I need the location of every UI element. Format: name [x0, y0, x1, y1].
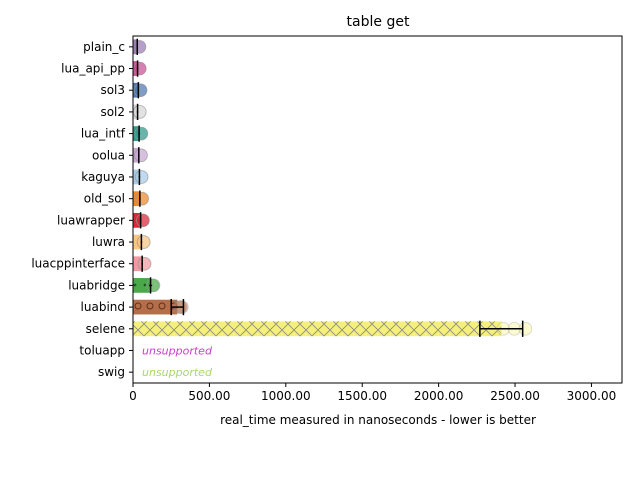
y-tick-label-kaguya: kaguya — [81, 170, 125, 184]
bar-lua-api-pp — [133, 61, 138, 76]
bar-kaguya — [133, 169, 140, 185]
bar-oolua — [133, 147, 139, 163]
y-tick-label-old-sol: old_sol — [84, 192, 125, 206]
y-tick-label-swig: swig — [98, 365, 125, 379]
sample-marker-oolua-2 — [134, 148, 148, 163]
y-tick-label-sol3: sol3 — [100, 83, 125, 97]
y-tick-label-lua-intf: lua_intf — [81, 127, 126, 141]
sample-marker-luwra-1 — [136, 235, 151, 249]
sample-marker-kaguya-0 — [134, 170, 149, 184]
sample-marker-luabridge-0 — [145, 278, 160, 293]
sample-marker-lua-intf-2 — [134, 126, 149, 141]
x-axis-title: real_time measured in nanoseconds - lowe… — [220, 413, 536, 427]
bar-hatch-luabind — [133, 299, 178, 315]
plot-frame — [132, 35, 623, 384]
y-tick-label-luabridge: luabridge — [68, 278, 125, 292]
sample-marker-lua-intf-0 — [134, 126, 148, 141]
sample-marker-luwra-0 — [136, 235, 151, 249]
bar-sol3 — [133, 82, 139, 98]
x-tick-label-5: 2500.00 — [490, 389, 540, 403]
bar-old-sol — [133, 191, 140, 207]
y-tick-label-sol2: sol2 — [100, 105, 125, 119]
sample-marker-old-sol-2 — [135, 191, 150, 206]
sample-marker-oolua-0 — [134, 148, 148, 163]
chart-title: table get — [347, 14, 410, 30]
y-tick-label-luawrapper: luawrapper — [57, 213, 125, 227]
x-tick-label-3: 1500.00 — [337, 389, 387, 403]
y-tick-label-plain-c: plain_c — [83, 40, 125, 54]
unsupported-label-toluapp: unsupported — [142, 344, 213, 357]
bar-hatch-luabridge — [133, 278, 151, 293]
bar-sol2 — [133, 104, 138, 120]
sample-marker-luacppinterface-2 — [137, 256, 152, 271]
bar-luawrapper — [133, 212, 141, 228]
bar-luacppinterface — [133, 256, 143, 272]
unsupported-label-swig: unsupported — [142, 366, 213, 379]
bar-luwra — [133, 234, 142, 250]
y-tick-label-luacppinterface: luacppinterface — [31, 257, 125, 271]
sample-marker-sol3-2 — [133, 83, 148, 97]
x-tick-label-1: 500.00 — [188, 389, 230, 403]
sample-marker-luawrapper-1 — [136, 213, 150, 228]
sample-marker-lua-api-pp-2 — [133, 61, 147, 76]
sample-marker-oolua-1 — [134, 148, 148, 163]
x-tick-label-2: 1000.00 — [261, 389, 311, 403]
sample-marker-kaguya-1 — [134, 170, 149, 184]
sample-marker-luacppinterface-0 — [137, 256, 151, 271]
sample-marker-lua-intf-1 — [134, 126, 149, 141]
sample-marker-luacppinterface-1 — [137, 256, 152, 271]
sample-marker-sol3-1 — [133, 83, 148, 97]
bars-layer: unsupported unsupported — [132, 39, 533, 379]
bar-lua-intf — [133, 126, 140, 141]
y-tick-label-lua-api-pp: lua_api_pp — [61, 62, 125, 76]
sample-marker-luawrapper-2 — [136, 213, 150, 228]
sample-marker-sol2-2 — [133, 105, 147, 119]
sample-marker-kaguya-2 — [135, 170, 149, 184]
x-tick-label-4: 2000.00 — [414, 389, 464, 403]
x-tick-label-6: 3000.00 — [567, 389, 617, 403]
x-ticks-layer: 0 500.00 1000.00 1500.00 2000.00 2500.00 3000.… — [129, 383, 616, 403]
error-bars-layer — [136, 38, 524, 337]
sample-marker-old-sol-0 — [135, 191, 149, 206]
bar-hatch-selene — [133, 321, 502, 337]
y-tick-label-luabind: luabind — [81, 300, 125, 314]
sample-marker-old-sol-1 — [135, 191, 149, 206]
y-tick-label-luwra: luwra — [92, 235, 125, 249]
sample-marker-sol3-0 — [133, 83, 148, 97]
x-tick-label-0: 0 — [129, 389, 137, 403]
y-tick-label-oolua: oolua — [92, 148, 125, 162]
sample-marker-luwra-2 — [137, 235, 151, 249]
sample-marker-luawrapper-0 — [135, 213, 150, 228]
y-tick-label-toluapp: toluapp — [79, 343, 125, 357]
bar-plain-c — [133, 39, 138, 55]
sample-marker-plain-c-2 — [132, 40, 147, 54]
y-tick-label-selene: selene — [86, 322, 125, 336]
